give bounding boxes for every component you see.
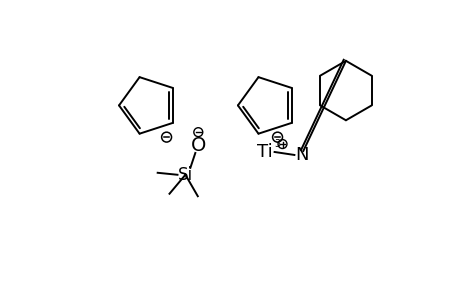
Text: O: O (190, 136, 206, 154)
Text: N: N (295, 146, 308, 164)
Text: Ti: Ti (256, 143, 272, 161)
Text: Si: Si (178, 166, 193, 184)
Text: 3: 3 (274, 139, 280, 149)
